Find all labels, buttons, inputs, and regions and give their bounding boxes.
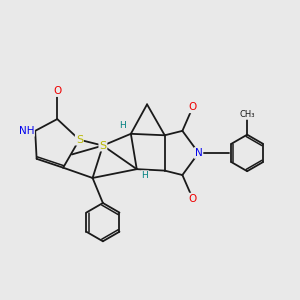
Text: H: H [119,121,126,130]
Text: N: N [195,148,203,158]
Text: O: O [189,194,197,204]
Text: NH: NH [19,126,34,136]
Text: CH₃: CH₃ [239,110,255,119]
Text: S: S [99,141,106,151]
Text: O: O [53,86,61,96]
Text: S: S [76,135,83,145]
Text: H: H [142,171,148,180]
Text: O: O [189,102,197,112]
